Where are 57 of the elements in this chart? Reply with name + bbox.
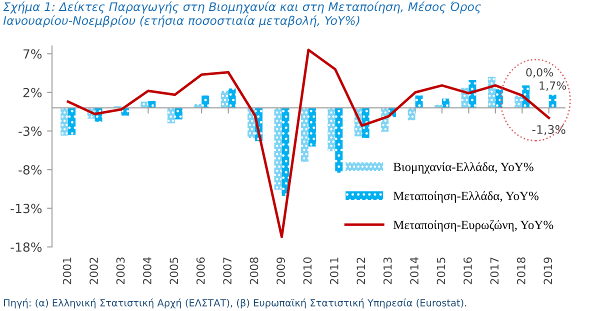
x-tick-label: 2013 [383,258,392,284]
legend-label: Μεταποίηση-Ευρωζώνη, YoY% [393,220,554,232]
y-tick-label: 2% [23,88,42,98]
bar [274,108,282,190]
legend-label: Βιομηχανία-Ελλάδα, YoY% [393,162,534,174]
bar [415,95,423,108]
bar [308,108,316,146]
bar [488,76,496,108]
x-tick-label: 2015 [436,258,446,284]
bar [442,98,450,108]
bar [495,89,503,108]
x-tick-label: 2014 [410,257,419,284]
y-tick-label: 7% [23,49,42,59]
x-tick-label: 2004 [143,257,152,284]
bar [194,104,202,108]
bar [174,108,182,120]
bar [60,108,68,136]
data-label: 0,0% [526,68,554,78]
x-tick-label: 2011 [330,258,338,284]
x-tick-label: 2012 [356,258,366,284]
x-tick-label: 2006 [196,257,205,284]
bar [328,108,336,152]
x-tick-label: 2018 [516,257,526,284]
bar [167,108,175,124]
x-tick-label: 2007 [223,258,232,284]
bar [468,80,476,108]
bar [548,94,556,108]
x-tick-label: 2016 [464,257,472,284]
x-tick-label: 2009 [276,257,285,284]
chart-title: Σχήμα 1: Δείκτες Παραγωγής στη Βιομηχανία και στη Μεταποίηση, Μέσος Όρος Ιανουαρίου-Νοεμβρίου (ετήσια ποσοστιαία μεταβολή, YoY%) [3,2,482,28]
bar [68,108,76,135]
y-tick-label: -18% [10,242,42,252]
x-tick-label: 2008 [250,257,258,284]
bar [300,108,308,162]
bar [202,95,210,108]
x-tick-label: 2010 [303,257,312,284]
bar [228,88,236,108]
y-tick-label: -8% [18,165,42,175]
x-tick-label: 2017 [490,258,499,284]
legend-label: Μεταποίηση-Ελλάδα, YoY% [393,191,539,203]
text: Πηγή: (α) Ελληνική Στατιστική Αρχή (ΕΛΣΤΑΤ), (β) Ευρωπαϊκή Στατιστική Υπηρεσία (Eurostat). [4,298,466,308]
bar [514,95,522,108]
bar [148,100,156,108]
y-tick-label: -3% [18,126,42,136]
x-tick-label: 2005 [170,258,178,284]
data-label: -1,3% [532,125,566,136]
data-label: 1,7% [540,81,566,91]
bar [408,108,416,120]
x-tick-label: 2003 [116,258,125,284]
bar [220,90,228,108]
bar [282,108,290,196]
bar [140,102,148,108]
y-tick-label: -13% [10,204,42,214]
x-tick-label: 2001 [62,258,72,284]
x-tick-label: 2002 [90,258,98,284]
bar [335,108,343,173]
x-tick-label: 2019 [544,257,552,284]
